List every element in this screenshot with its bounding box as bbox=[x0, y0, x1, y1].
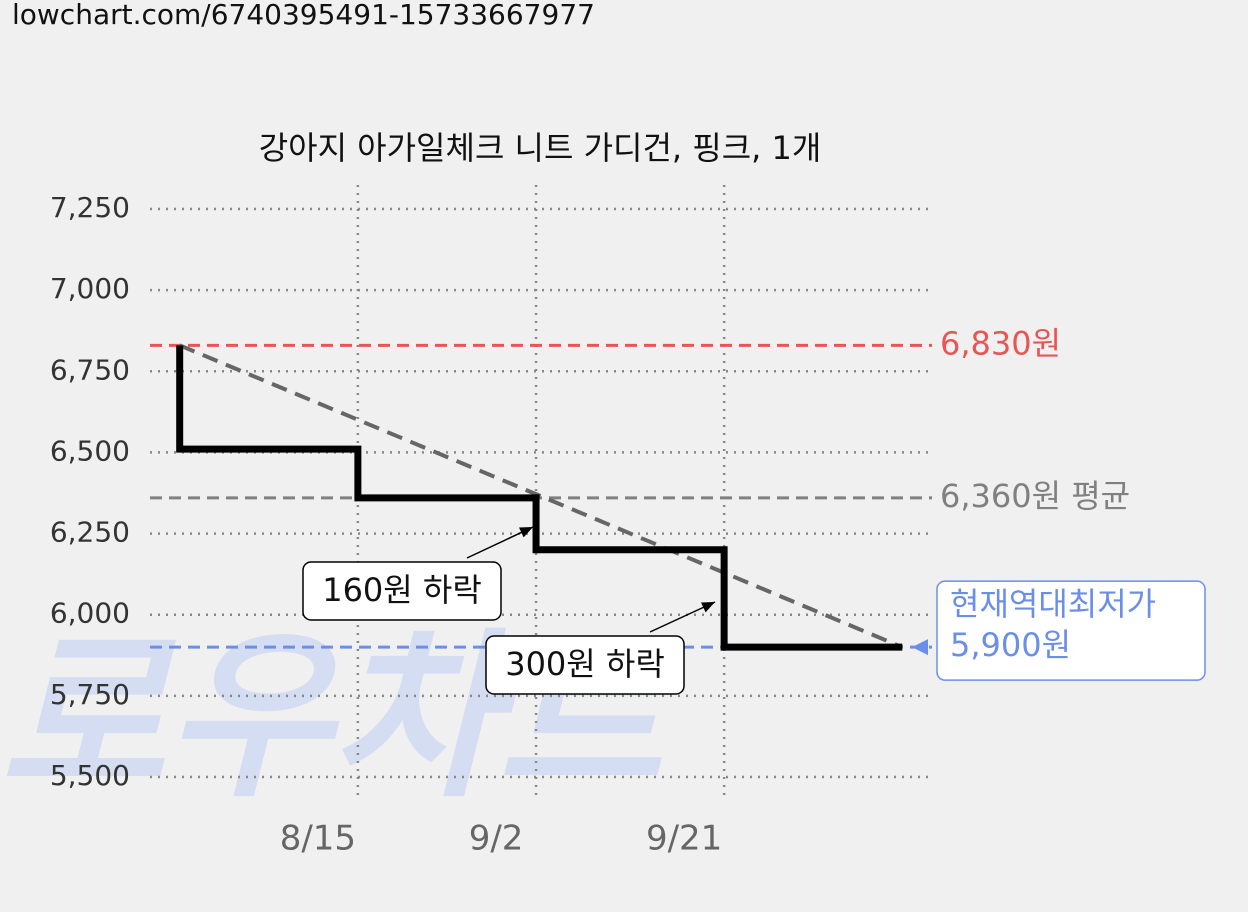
annotation-text: 300원 하락 bbox=[505, 645, 665, 683]
chart-title: 강아지 아가일체크 니트 가디건, 핑크, 1개 bbox=[259, 129, 822, 167]
annotation-box bbox=[485, 635, 685, 695]
y-tick-label: 6,000 bbox=[50, 597, 130, 630]
min-marker bbox=[912, 639, 928, 656]
x-tick-label: 9/21 bbox=[646, 819, 722, 859]
x-tick-label: 8/15 bbox=[280, 819, 356, 859]
annotation-box bbox=[302, 561, 502, 621]
arrow-head bbox=[701, 602, 715, 613]
trend-line bbox=[178, 343, 904, 650]
min-box bbox=[936, 580, 1206, 681]
min-label: 5,900원 bbox=[950, 626, 1071, 664]
y-tick-label: 7,000 bbox=[50, 272, 130, 305]
arrow-head bbox=[519, 527, 533, 538]
y-tick-label: 5,500 bbox=[50, 759, 130, 792]
annotation-text: 160원 하락 bbox=[322, 571, 482, 609]
y-tick-label: 5,750 bbox=[50, 678, 130, 711]
max-label: 6,830원 bbox=[940, 324, 1061, 362]
price-line bbox=[176, 345, 903, 651]
x-tick-label: 9/2 bbox=[469, 819, 524, 859]
y-tick-label: 6,750 bbox=[50, 353, 130, 386]
y-tick-label: 6,250 bbox=[50, 516, 130, 549]
y-tick-label: 6,500 bbox=[50, 434, 130, 467]
y-tick-label: 7,250 bbox=[50, 191, 130, 224]
avg-label: 6,360원 평균 bbox=[940, 477, 1130, 515]
url: lowchart.com/6740395491-15733667977 bbox=[12, 0, 595, 31]
min-note: 현재역대최저가 bbox=[950, 585, 1156, 623]
